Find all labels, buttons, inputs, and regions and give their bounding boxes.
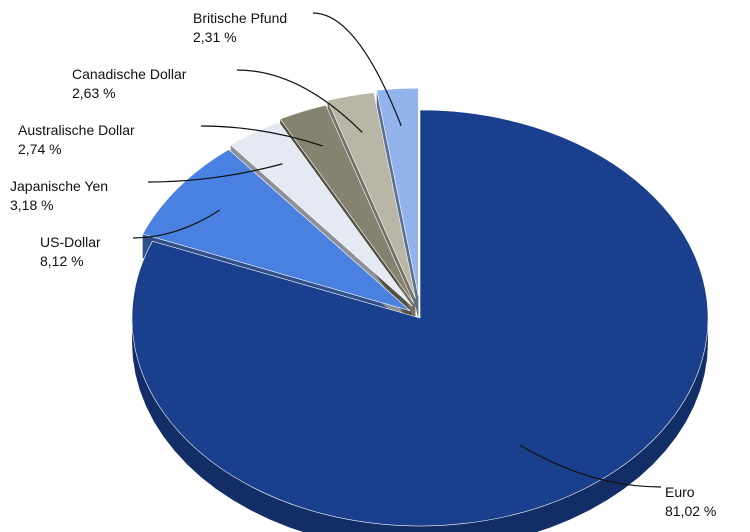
pie-slice-euro (131, 109, 709, 527)
pie-slice-britische-pfund (376, 87, 419, 297)
slice-label-australische-dollar: Australische Dollar (18, 122, 135, 138)
slice-value-britische-pfund: 2,31 % (193, 29, 237, 45)
leader-line-us-dollar (132, 209, 221, 239)
leader-line-euro (519, 444, 662, 488)
leader-line-japanische-yen (147, 163, 283, 183)
slice-value-us-dollar: 8,12 % (40, 253, 84, 269)
slice-value-australische-dollar: 2,74 % (18, 141, 62, 157)
slice-label-us-dollar: US-Dollar (40, 234, 101, 250)
pie-slice-us-dollar (142, 149, 411, 312)
slice-value-euro: 81,02 % (665, 503, 716, 519)
slice-label-canadische-dollar: Canadische Dollar (72, 66, 187, 82)
slice-label-britische-pfund: Britische Pfund (193, 10, 287, 26)
leader-line-australische-dollar (200, 125, 323, 147)
slice-value-canadische-dollar: 2,63 % (72, 85, 116, 101)
slice-label-euro: Euro (665, 484, 695, 500)
pie-slice-canadische-dollar (327, 92, 416, 299)
leader-line-canadische-dollar (236, 69, 363, 133)
pie-labels-layer: Euro 81,02 % US-Dollar 8,12 % Japanische Yen… (10, 10, 716, 519)
slice-label-japanische-yen: Japanische Yen (10, 178, 108, 194)
slice-value-japanische-yen: 3,18 % (10, 197, 54, 213)
pie-slices-layer (131, 87, 709, 527)
pie-slice-japanische-yen (230, 121, 413, 307)
leader-line-britische-pfund (312, 12, 402, 127)
pie-slice-australische-dollar (279, 104, 415, 304)
